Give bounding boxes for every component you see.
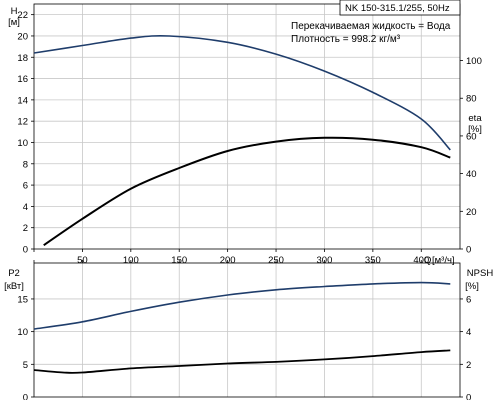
y2-tick-label: 0 <box>466 245 471 256</box>
p2-tick-label: 5 <box>23 360 28 371</box>
title-box <box>339 0 461 16</box>
p2-axis-unit: [кВт] <box>4 281 24 292</box>
y-tick-label: 14 <box>17 95 28 106</box>
y-tick-label: 8 <box>23 159 28 170</box>
y2-axis-label: eta <box>468 113 482 124</box>
y-axis-unit: [м] <box>8 17 20 28</box>
y-tick-label: 16 <box>17 74 28 85</box>
y2-axis-unit: [%] <box>468 124 482 135</box>
p2-tick-label: 10 <box>17 327 28 338</box>
npsh-tick-label: 6 <box>466 294 471 305</box>
plot-frame-top <box>33 3 461 250</box>
y-tick-label: 18 <box>17 53 28 64</box>
npsh-tick-label: 0 <box>466 393 471 400</box>
annotation-density: Плотность = 998.2 кг/м³ <box>291 34 401 45</box>
y-tick-label: 4 <box>23 202 28 213</box>
plot-frame-bottom <box>33 262 461 398</box>
p2-tick-label: 15 <box>17 294 28 305</box>
y2-tick-label: 20 <box>466 207 477 218</box>
x-axis-label: Q <box>424 255 431 266</box>
y-axis-label: H <box>11 6 18 17</box>
npsh-axis-label: NPSH <box>467 268 494 279</box>
y-tick-label: 6 <box>23 181 28 192</box>
series-efficiency-eta-line <box>43 136 451 247</box>
y-tick-label: 20 <box>17 31 28 42</box>
y-tick-label: 22 <box>17 10 28 21</box>
p2-axis-label: P2 <box>8 268 20 279</box>
series-power-p2-line <box>33 281 451 330</box>
y-tick-label: 2 <box>23 223 28 234</box>
series-npsh-line <box>33 349 451 374</box>
y-tick-label: 10 <box>17 138 28 149</box>
npsh-axis-unit: [%] <box>465 281 479 292</box>
y-tick-label: 0 <box>23 245 28 256</box>
y2-tick-label: 80 <box>466 94 477 105</box>
npsh-tick-label: 4 <box>466 327 471 338</box>
npsh-tick-label: 2 <box>466 360 471 371</box>
series-head-h-line <box>33 34 451 151</box>
p2-tick-label: 0 <box>23 393 28 400</box>
y2-tick-label: 40 <box>466 169 477 180</box>
y-tick-label: 12 <box>17 117 28 128</box>
annotation-liquid: Перекачиваемая жидкость = Вода <box>291 21 451 32</box>
y2-tick-label: 100 <box>466 56 482 67</box>
y2-tick-label: 60 <box>466 131 477 142</box>
chart-title: NK 150-315.1/255, 50Hz <box>345 3 450 14</box>
x-axis-unit: [м³/ч] <box>432 255 455 266</box>
